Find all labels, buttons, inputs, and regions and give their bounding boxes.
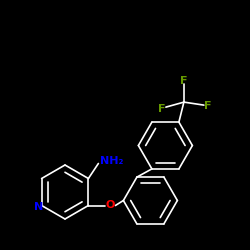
Text: N: N [34, 202, 43, 212]
Text: F: F [180, 76, 188, 86]
Text: F: F [204, 101, 212, 111]
Text: O: O [106, 200, 115, 210]
Text: F: F [158, 104, 166, 114]
Text: NH₂: NH₂ [100, 156, 124, 166]
